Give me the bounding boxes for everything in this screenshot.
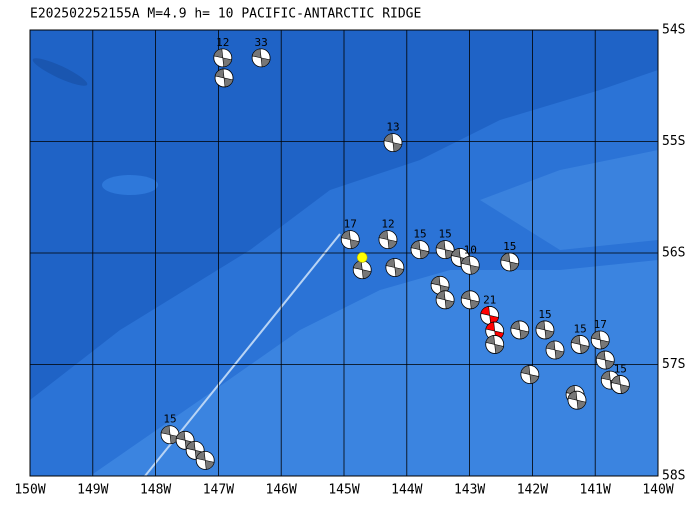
beachball-quadrant — [510, 320, 530, 340]
focal-mechanism — [545, 340, 565, 360]
beachball-quadrant — [378, 230, 398, 249]
lon-label: 146W — [266, 483, 297, 498]
lon-label: 148W — [140, 483, 171, 498]
beachball-quadrant — [251, 48, 271, 68]
depth-label: 15 — [503, 240, 516, 253]
beachball-quadrant — [570, 335, 590, 354]
depth-label: 10 — [464, 243, 477, 256]
focal-mechanism: 15 — [160, 413, 180, 445]
focal-mechanism: 15 — [570, 322, 590, 354]
ridge-zone — [90, 260, 658, 476]
focal-mechanism: 21 — [480, 293, 500, 325]
beachball-quadrant — [535, 320, 555, 340]
focal-mechanism: 15 — [610, 363, 630, 394]
beachball-quadrant — [213, 48, 233, 68]
focal-mechanism — [595, 350, 615, 370]
depth-label: 15 — [574, 322, 587, 335]
beachball-quadrant — [385, 258, 405, 277]
trough — [32, 58, 88, 86]
focal-mechanism: 15 — [410, 228, 430, 260]
depth-label: 15 — [163, 413, 176, 426]
lat-label: 56S — [662, 246, 685, 261]
beachball-quadrant — [567, 390, 587, 410]
beachball-quadrant — [340, 230, 360, 249]
lat-label: 54S — [662, 23, 685, 38]
map-title: E202502252155A M=4.9 h= 10 PACIFIC-ANTAR… — [30, 7, 421, 22]
focal-mechanism: 13 — [383, 121, 403, 153]
lon-label: 147W — [203, 483, 234, 498]
depth-label: 17 — [594, 318, 607, 331]
depth-label: 12 — [216, 36, 229, 49]
lat-label: 57S — [662, 357, 685, 372]
lat-label: 58S — [662, 469, 685, 484]
focal-mechanism: 33 — [251, 36, 271, 68]
focal-mechanism: 15 — [500, 240, 520, 272]
seamount — [102, 175, 158, 195]
depth-label: 21 — [483, 293, 496, 306]
beachball-quadrant — [435, 290, 455, 310]
depth-label: 15 — [413, 228, 426, 241]
lon-label: 140W — [642, 483, 673, 498]
focal-mechanism — [460, 290, 480, 310]
focal-mechanism: 15 — [535, 308, 555, 340]
depth-label: 12 — [381, 218, 394, 231]
focal-mechanism — [485, 335, 505, 354]
lat-label: 55S — [662, 134, 685, 149]
lon-label: 150W — [14, 483, 45, 498]
beachball-quadrant — [460, 290, 480, 310]
beachball-quadrant — [595, 350, 615, 370]
depth-label: 17 — [344, 218, 357, 231]
focal-mechanism — [435, 290, 455, 310]
beachball-quadrant — [410, 240, 430, 259]
lon-label: 144W — [391, 483, 422, 498]
beachball-quadrant — [545, 340, 565, 360]
beachball-quadrant — [590, 330, 610, 350]
depth-label: 13 — [386, 121, 399, 134]
focal-mechanism: 17 — [590, 318, 610, 350]
focal-mechanism — [385, 258, 405, 277]
focal-mechanism: 12 — [213, 36, 233, 68]
focal-mechanism — [352, 260, 372, 280]
beachball-quadrant — [500, 252, 520, 272]
focal-mechanism — [510, 320, 530, 340]
ridge-flank — [480, 150, 658, 250]
focal-mechanism: 17 — [340, 218, 360, 250]
beachball-quadrant — [485, 335, 505, 354]
focal-mechanism: 10 — [460, 243, 480, 275]
epicenter — [356, 252, 368, 263]
beachball-quadrant — [610, 375, 630, 394]
beachball-quadrant — [195, 451, 215, 470]
lon-label: 141W — [580, 483, 611, 498]
lon-label: 149W — [77, 483, 108, 498]
events: 12 33 13 17 12 15 15 10 21 15 15 15 17 15 15 — [160, 36, 630, 470]
lon-label: 142W — [517, 483, 548, 498]
lon-label: 145W — [328, 483, 359, 498]
focal-mechanism: 12 — [378, 218, 398, 250]
beachball-quadrant — [460, 255, 480, 275]
map-frame — [29, 29, 659, 477]
depth-label: 15 — [614, 363, 627, 376]
depth-label: 33 — [254, 36, 267, 49]
depth-label: 15 — [538, 308, 551, 321]
beachball-quadrant — [383, 133, 403, 152]
lon-label: 143W — [454, 483, 485, 498]
beachball-quadrant — [520, 365, 540, 384]
beachball-quadrant — [214, 68, 234, 88]
focal-mechanism — [195, 450, 215, 470]
focal-mechanism: 15 — [435, 228, 455, 260]
depth-label: 15 — [438, 228, 451, 241]
focal-mechanism — [214, 68, 234, 88]
focal-mechanism — [520, 365, 540, 384]
focal-mechanism — [567, 390, 587, 410]
